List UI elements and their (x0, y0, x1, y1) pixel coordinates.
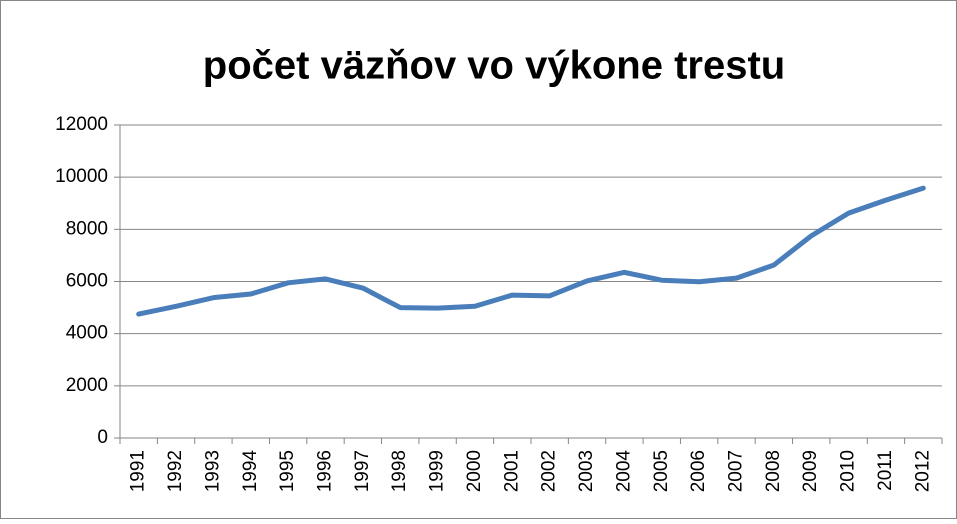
x-tick-label: 1995 (277, 450, 298, 492)
x-tick-label: 1993 (202, 450, 223, 492)
x-tick-label: 1994 (240, 450, 261, 493)
x-tick-label: 1997 (352, 450, 373, 492)
y-tick-label: 8000 (66, 218, 108, 239)
x-tick-label: 1996 (315, 450, 336, 492)
y-tick-label: 0 (97, 427, 108, 448)
chart-title: počet väzňov vo výkone trestu (203, 44, 785, 88)
x-tick-label: 2004 (613, 450, 634, 493)
x-tick-label: 2010 (838, 450, 859, 492)
x-tick-label: 2011 (875, 450, 896, 491)
x-tick-label: 2012 (912, 450, 933, 492)
y-tick-label: 2000 (66, 375, 108, 396)
x-tick-label: 1991 (128, 450, 149, 492)
data-line (136, 185, 926, 317)
x-tick-label: 2007 (726, 450, 747, 492)
y-tick-label: 6000 (66, 271, 108, 292)
x-tick-label: 2000 (464, 450, 485, 492)
x-tick-label: 2006 (688, 450, 709, 492)
x-tick-label: 1999 (427, 450, 448, 492)
x-tick-label: 2001 (501, 450, 522, 492)
x-tick-label: 2003 (576, 450, 597, 492)
x-tick-label: 2002 (539, 450, 560, 492)
x-tick-label: 2005 (651, 450, 672, 492)
x-tick-label: 2008 (763, 450, 784, 492)
x-tick-label: 1992 (165, 450, 186, 492)
x-tick-label: 2009 (800, 450, 821, 492)
y-tick-label: 4000 (66, 323, 108, 344)
x-tick-label: 1998 (389, 450, 410, 492)
y-tick-label: 10000 (55, 166, 108, 187)
y-tick-label: 12000 (55, 114, 108, 135)
